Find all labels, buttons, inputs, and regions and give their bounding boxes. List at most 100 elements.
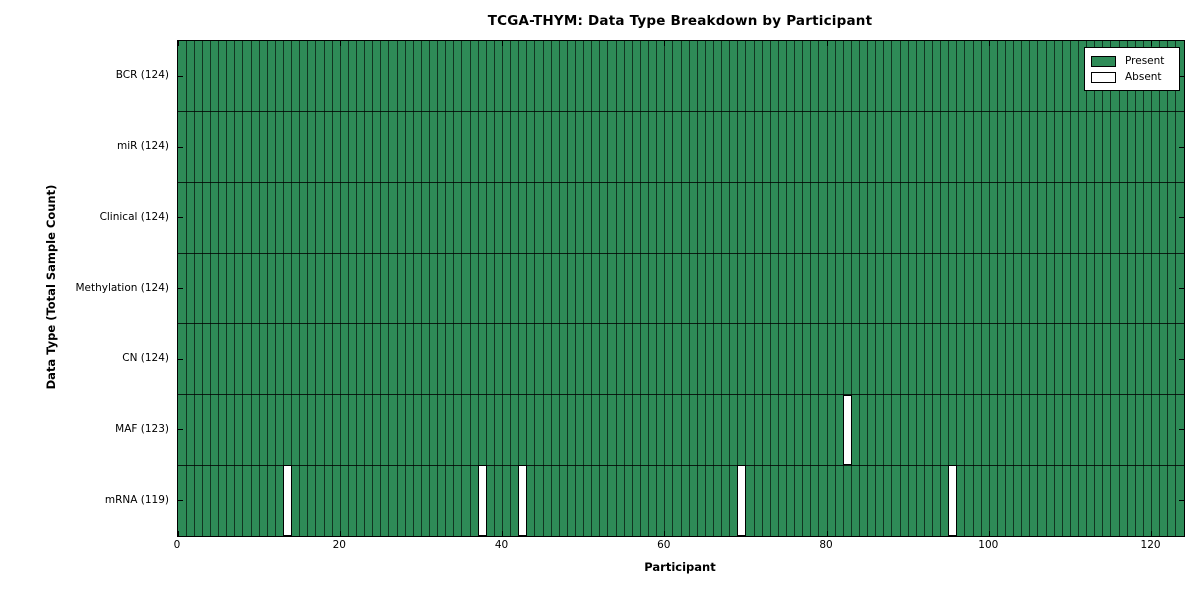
x-axis-label: Participant	[644, 560, 716, 574]
grid-line-vertical	[331, 41, 333, 536]
x-tick	[339, 41, 341, 46]
y-tick	[1179, 358, 1184, 360]
grid-line-vertical	[1134, 41, 1136, 536]
grid-line-vertical	[1159, 41, 1161, 536]
grid-line-horizontal	[178, 323, 1184, 325]
grid-line-vertical	[404, 41, 406, 536]
grid-line-vertical	[566, 41, 568, 536]
grid-line-vertical	[1151, 41, 1153, 536]
grid-line-vertical	[429, 41, 430, 536]
grid-line-vertical	[469, 41, 471, 536]
grid-line-vertical	[810, 41, 812, 536]
grid-line-vertical	[996, 41, 998, 536]
x-tick-label: 100	[978, 539, 999, 551]
grid-line-vertical	[372, 41, 374, 536]
grid-line-vertical	[477, 41, 479, 536]
x-tick	[502, 531, 504, 536]
x-tick-label: 40	[494, 539, 509, 551]
absent-cell	[737, 465, 747, 536]
x-tick-label: 120	[1140, 539, 1161, 551]
grid-line-vertical	[583, 41, 585, 536]
grid-line-vertical	[518, 41, 520, 536]
grid-line-vertical	[1069, 41, 1071, 536]
grid-line-vertical	[420, 41, 422, 536]
grid-line-horizontal	[178, 181, 1184, 183]
grid-line-vertical	[542, 41, 544, 536]
legend-label-present: Present	[1125, 55, 1165, 67]
y-tick	[1179, 429, 1184, 431]
grid-line-vertical	[737, 41, 739, 536]
grid-line-vertical	[380, 41, 382, 536]
grid-line-vertical	[226, 41, 228, 536]
grid-line-vertical	[1175, 41, 1177, 536]
y-tick	[178, 358, 183, 360]
grid-line-vertical	[355, 41, 357, 536]
row-label: Clinical (124)	[99, 210, 169, 223]
legend: Present Absent	[1084, 47, 1180, 91]
grid-line-vertical	[558, 41, 560, 536]
grid-line-vertical	[631, 41, 633, 536]
absent-cell	[948, 465, 958, 536]
grid-line-vertical	[185, 41, 187, 536]
row-label: miR (124)	[116, 140, 169, 153]
x-tick	[502, 41, 504, 46]
absent-cell	[842, 394, 852, 466]
grid-line-horizontal	[178, 111, 1184, 113]
grid-line-vertical	[591, 41, 593, 536]
grid-line-vertical	[1094, 41, 1096, 536]
grid-line-vertical	[761, 41, 763, 536]
grid-line-vertical	[323, 41, 325, 536]
grid-line-vertical	[388, 41, 390, 536]
x-tick	[826, 41, 828, 46]
grid-line-vertical	[1118, 41, 1120, 536]
grid-line-vertical	[850, 41, 852, 536]
x-tick	[988, 41, 990, 46]
x-tick	[178, 41, 179, 46]
grid-line-vertical	[940, 41, 942, 536]
grid-line-vertical	[218, 41, 220, 536]
grid-line-vertical	[445, 41, 447, 536]
legend-item-present: Present	[1091, 53, 1173, 69]
grid-line-vertical	[688, 41, 690, 536]
row-label: BCR (124)	[115, 69, 169, 82]
grid-line-vertical	[315, 41, 317, 536]
grid-line-vertical	[745, 41, 747, 536]
grid-line-vertical	[347, 41, 349, 536]
grid-line-vertical	[364, 41, 366, 536]
grid-line-horizontal	[178, 394, 1184, 396]
grid-line-vertical	[534, 41, 536, 536]
grid-line-vertical	[339, 41, 341, 536]
grid-line-vertical	[1045, 41, 1047, 536]
absent-cell	[477, 465, 487, 536]
grid-line-vertical	[1078, 41, 1080, 536]
grid-line-vertical	[834, 41, 836, 536]
y-tick	[178, 288, 183, 289]
grid-line-vertical	[1061, 41, 1063, 536]
grid-line-vertical	[412, 41, 414, 536]
grid-line-vertical	[1086, 41, 1088, 536]
grid-line-vertical	[826, 41, 828, 536]
grid-line-vertical	[1029, 41, 1031, 536]
grid-line-vertical	[639, 41, 641, 536]
grid-line-vertical	[1167, 41, 1169, 536]
grid-line-vertical	[842, 41, 844, 536]
grid-line-vertical	[891, 41, 893, 536]
grid-line-vertical	[704, 41, 706, 536]
grid-line-vertical	[875, 41, 877, 536]
row-label: mRNA (119)	[104, 493, 169, 506]
absent-cell	[282, 465, 293, 536]
x-tick	[988, 531, 990, 536]
grid-line-vertical	[1021, 41, 1023, 536]
grid-line-vertical	[599, 41, 601, 536]
grid-line-vertical	[282, 41, 284, 536]
x-tick	[664, 531, 666, 536]
x-tick-label: 80	[819, 539, 833, 551]
x-tick	[339, 531, 341, 536]
grid-line-vertical	[493, 41, 495, 536]
y-tick	[178, 500, 183, 502]
grid-line-vertical	[696, 41, 698, 536]
y-tick	[178, 75, 183, 77]
grid-line-vertical	[923, 41, 925, 536]
grid-line-vertical	[753, 41, 755, 536]
grid-line-vertical	[615, 41, 617, 536]
